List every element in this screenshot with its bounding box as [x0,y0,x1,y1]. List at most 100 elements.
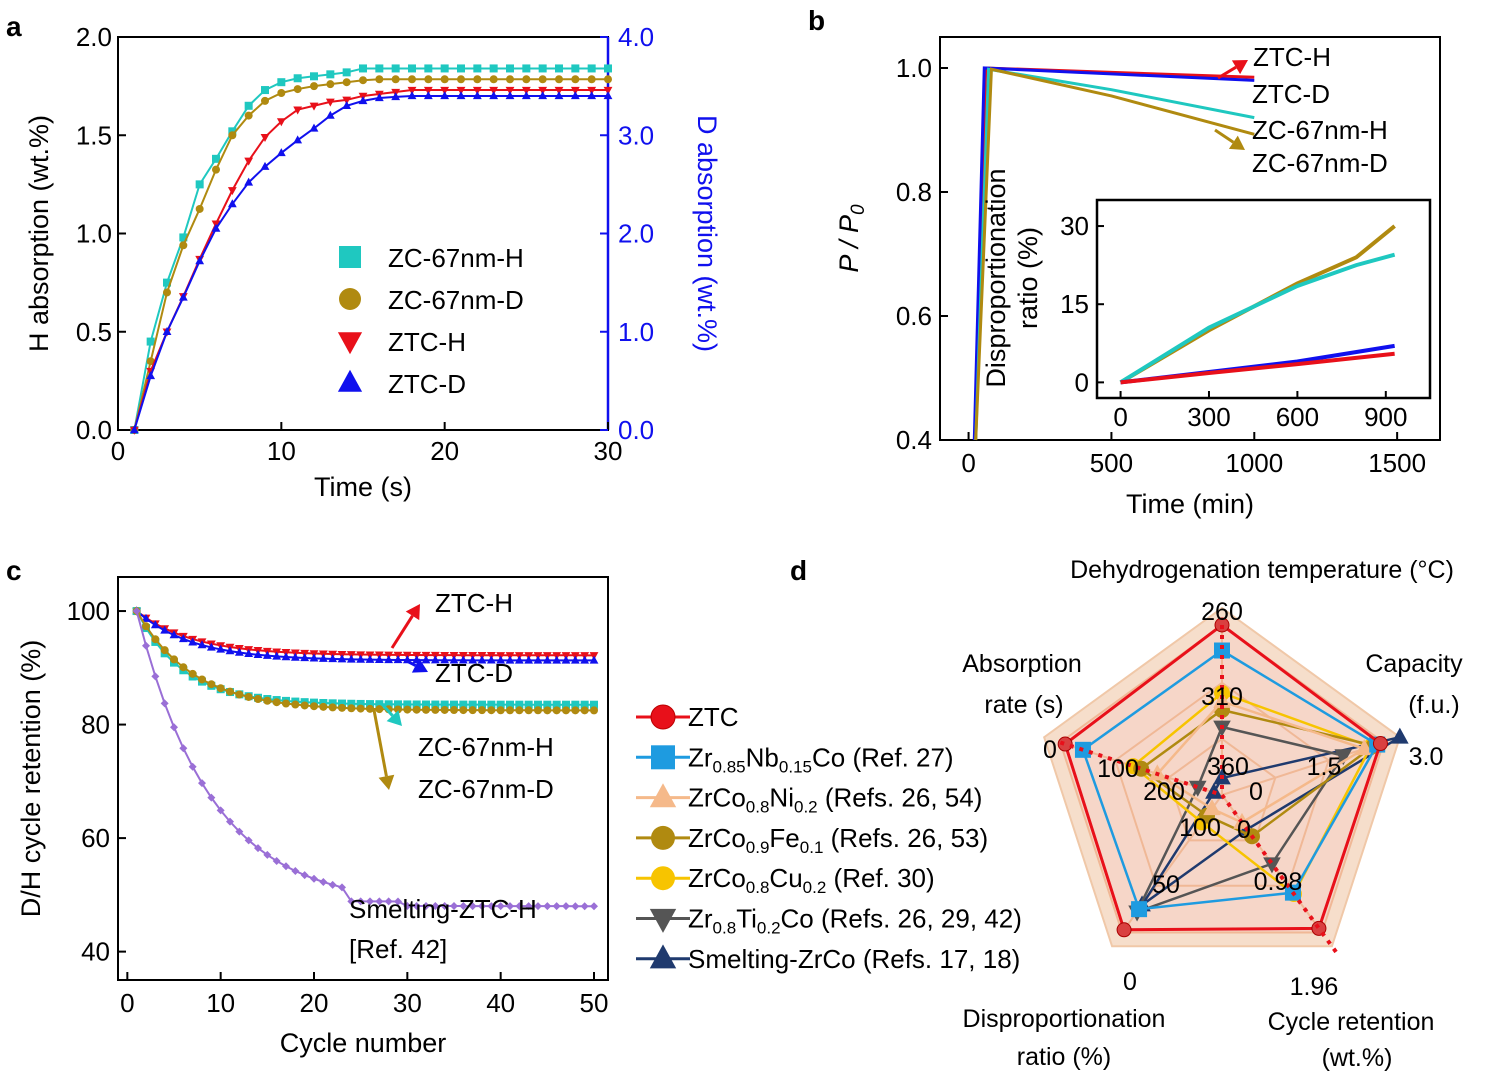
data-point-ZC-67nm-H [424,64,433,73]
legend-label-part: 0.85 [713,757,746,776]
radar-tick: 100 [1179,814,1221,842]
data-point-ZC-67nm-D [473,75,482,84]
data-point-ZTC-H [554,86,564,95]
legend-marker-ZTC [650,704,676,730]
y-tick-label: 1.0 [896,53,932,83]
data-point-ZC-67nm-D [424,75,433,84]
data-point-ZC-67nm-H [431,700,440,709]
data-point-ZC-67nm-D [375,75,384,84]
data-point-Smelting-ZTC-H [170,723,178,732]
legend-label-part: ZTC [688,702,739,732]
legend-label-2: ZrCo0.8Ni0.2 (Refs. 26, 54) [688,783,982,817]
y-tick-label: 100 [67,596,110,626]
legend-label-part: (Ref. 30) [826,863,934,893]
legend-label-part: 0.2 [794,798,818,817]
y-tick-label: 1.5 [76,120,112,150]
data-point-ZTC-D [587,91,597,100]
data-point-ZTC-D [318,653,328,662]
legend-marker-ZC-67nm-H [339,246,361,268]
data-point-ZC-67nm-D [310,702,318,711]
data-point-ZC-67nm-D [179,663,188,672]
data-point-ZC-67nm-D [506,706,514,715]
data-point-ZTC-H [244,157,254,166]
data-point-ZC-67nm-H [342,68,351,77]
legend-label-ZC-67nm-H: ZC-67nm-H [388,243,524,273]
data-point-Smelting-ZTC-H [328,880,337,889]
data-point-ZC-67nm-H [506,64,514,73]
inset-x-tick-label: 0 [1113,402,1127,432]
legend-label-part: Co (Refs. 26, 29, 42) [781,904,1022,934]
data-point-ZC-67nm-H [524,700,533,709]
data-point-ZC-67nm-H [244,101,253,110]
inset-x-tick-label: 900 [1364,402,1407,432]
x-tick-label: 40 [486,988,515,1018]
radar-tick: 0.98 [1254,868,1303,896]
legend-label-part: 0.8 [746,878,770,897]
y-axis-label: D/H cycle retention (%) [16,640,46,918]
data-point-ZC-67nm-D [571,706,580,715]
data-point-ZC-67nm-H [522,64,531,73]
data-point-ZC-67nm-H [555,64,563,73]
data-point-ZC-67nm-D [506,75,514,84]
data-point-ZC-67nm-H [487,700,496,709]
data-point-Smelting-ZTC-H [151,672,160,681]
data-point-ZTC-D [542,655,552,664]
data-point-ZC-67nm-H [384,700,393,709]
radar-tick: 0 [1237,816,1251,844]
data-point-ZC-67nm-D [412,705,421,714]
data-point-ZTC-D [393,655,403,664]
data-point-ZC-67nm-H [440,700,449,709]
radar-tick: 1.96 [1290,973,1339,1001]
x-tick-label: 0 [120,988,134,1018]
data-point-Smelting-ZTC-H [450,902,458,911]
data-point-ZTC-D [129,425,139,434]
inset-x-tick-label: 300 [1187,402,1230,432]
data-point-ZC-67nm-D [359,76,367,85]
data-point-ZC-67nm-H [356,699,365,708]
data-point-ZTC-H [260,134,270,143]
x-tick-label: 10 [267,436,296,466]
data-point-ZC-67nm-D [207,680,216,689]
data-point-ZC-67nm-D [235,690,244,699]
series-line-ZTC-D [972,66,1255,441]
data-point-ZC-67nm-H [261,86,269,95]
data-point-ZC-67nm-D [272,698,281,707]
x-tick-label: 0 [111,436,125,466]
data-point-Smelting-ZTC-H [319,877,328,886]
arrow-ZTC-H-head [405,604,420,621]
data-point-Smelting-ZTC-H [235,827,244,836]
data-point-ZC-67nm-H [212,154,220,163]
data-point-Smelting-ZTC-H [160,699,169,708]
series-line-ZTC-H [136,610,595,657]
data-point-ZC-67nm-D [552,706,561,715]
y-tick-label: 0.0 [76,415,112,445]
inset-y-axis-label: Disproportionationratio (%) [981,168,1043,387]
x-axis-label: Cycle number [280,1028,447,1058]
data-point-ZTC-D [440,91,450,100]
data-point-ZC-67nm-H [195,180,204,189]
x-tick-label: 500 [1090,448,1133,478]
legend-label-part: 0.1 [800,838,824,857]
data-point-ZC-67nm-H [328,699,337,708]
data-point-Smelting-ZTC-H [562,902,570,911]
y-tick-label: 2.0 [76,22,112,52]
radar-tick: 0 [1123,968,1137,996]
series-line-ZTC-D [133,94,608,431]
data-point-ZC-67nm-D [170,655,178,664]
data-point-ZTC-D [514,655,524,664]
data-point-ZC-67nm-H [338,699,346,708]
data-point-ZTC-D [384,655,394,664]
data-point-ZTC-D [496,655,506,664]
data-point-ZC-67nm-H [366,700,374,709]
data-point-ZTC-D [162,326,172,335]
radar-tick: 50 [1152,871,1180,899]
data-point-ZC-67nm-D [146,357,155,366]
legend-marker-ZC-67nm-D [339,288,361,310]
data-point-Smelting-ZTC-H [543,902,552,911]
arrow-ZTC-D-shaft [404,658,417,667]
y-axis-label: P / P0 [834,204,869,273]
data-point-Smelting-ZTC-H [347,897,356,906]
data-point-Smelting-ZTC-H [356,897,365,906]
data-point-Smelting-ZTC-H [272,856,281,865]
data-point-ZC-67nm-D [319,702,328,711]
